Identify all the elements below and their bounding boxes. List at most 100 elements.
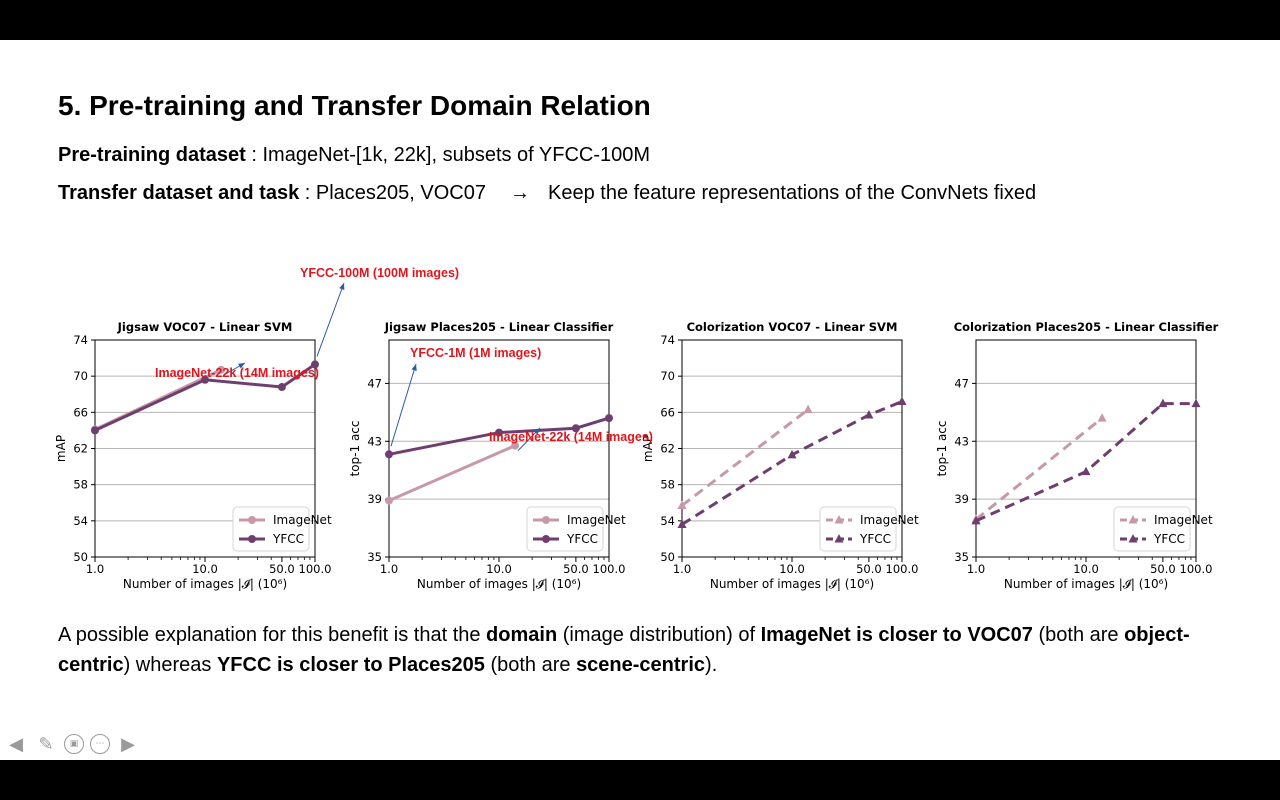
transfer-value: : Places205, VOC07 <box>299 182 486 204</box>
x-tick-label: 50.0 <box>1150 562 1176 576</box>
x-tick-label: 1.0 <box>380 562 398 576</box>
paragraph-text: (both are <box>484 654 577 676</box>
legend-marker <box>248 535 256 543</box>
data-point <box>1158 398 1168 408</box>
legend-label: YFCC <box>859 532 891 546</box>
legend-marker <box>248 516 256 524</box>
explanation-paragraph: A possible explanation for this benefit … <box>58 620 1233 680</box>
more-icon[interactable]: ⋯ <box>90 734 110 754</box>
legend-marker <box>1128 515 1138 524</box>
data-point <box>217 365 226 374</box>
paragraph-emphasis: object-centric <box>58 624 1190 676</box>
prev-arrow-icon[interactable]: ◀ <box>9 734 23 754</box>
y-axis-label: top-1 acc <box>348 421 362 477</box>
y-tick-label: 50 <box>660 550 675 564</box>
y-tick-label: 43 <box>954 434 969 448</box>
x-tick-label: 100.0 <box>299 562 332 576</box>
data-point <box>311 360 319 369</box>
data-point <box>511 441 520 450</box>
series-yfcc <box>677 396 907 528</box>
data-point <box>1191 398 1201 408</box>
x-tick-label: 10.0 <box>779 562 805 576</box>
pretrain-label: Pre-training dataset <box>58 144 246 166</box>
chart-title: Jigsaw VOC07 - Linear SVM <box>117 320 293 334</box>
y-tick-label: 62 <box>73 442 88 456</box>
x-tick-label: 1.0 <box>967 562 985 576</box>
y-tick-label: 35 <box>367 550 382 564</box>
y-tick-label: 74 <box>73 333 88 347</box>
data-point <box>571 424 580 433</box>
y-axis-label: top-1 acc <box>935 421 949 477</box>
legend-marker <box>542 516 550 524</box>
x-tick-label: 10.0 <box>192 562 218 576</box>
y-tick-label: 47 <box>954 376 969 390</box>
y-tick-label: 50 <box>73 550 88 564</box>
series-line <box>681 408 809 507</box>
data-point <box>787 449 797 459</box>
legend-label: YFCC <box>272 532 304 546</box>
legend-marker <box>834 515 844 524</box>
x-tick-label: 100.0 <box>593 562 626 576</box>
series-line <box>388 444 516 502</box>
data-point <box>605 414 613 423</box>
chart-colorization-places205: Colorization Places205 - Linear Classifi… <box>935 320 1219 591</box>
pretrain-line: Pre-training dataset : ImageNet-[1k, 22k… <box>58 144 650 167</box>
y-tick-label: 66 <box>660 405 675 419</box>
legend-label: ImageNet <box>567 513 626 527</box>
series-line <box>975 402 1196 523</box>
x-axis-label: Number of images |𝓘| (10⁶) <box>123 577 287 591</box>
legend-label: ImageNet <box>273 513 332 527</box>
legend-marker <box>834 534 844 543</box>
x-tick-label: 50.0 <box>563 562 589 576</box>
y-tick-label: 74 <box>660 333 675 347</box>
data-point <box>1097 413 1107 422</box>
x-tick-label: 100.0 <box>886 562 919 576</box>
paragraph-emphasis: ImageNet is closer to VOC07 <box>760 624 1033 646</box>
plot-frame <box>681 339 903 558</box>
legend-marker <box>1128 534 1138 543</box>
chart-title: Colorization Places205 - Linear Classifi… <box>954 320 1219 334</box>
y-tick-label: 70 <box>73 369 88 383</box>
x-tick-label: 50.0 <box>269 562 295 576</box>
y-tick-label: 39 <box>954 492 969 506</box>
series-imagenet <box>385 441 520 505</box>
transfer-line: Transfer dataset and task : Places205, V… <box>58 182 1036 205</box>
y-tick-label: 58 <box>660 478 675 492</box>
data-point <box>495 428 503 437</box>
legend-label: YFCC <box>566 532 598 546</box>
data-point <box>1081 466 1091 476</box>
data-point <box>385 450 393 459</box>
x-tick-label: 100.0 <box>1180 562 1213 576</box>
plot-frame <box>388 339 610 558</box>
data-point <box>971 515 981 525</box>
pen-icon[interactable]: ✎ <box>38 734 54 754</box>
x-tick-label: 10.0 <box>1073 562 1099 576</box>
next-arrow-icon[interactable]: ▶ <box>121 734 135 754</box>
y-tick-label: 66 <box>73 405 88 419</box>
chart-title: Jigsaw Places205 - Linear Classifier <box>384 320 614 334</box>
legend-label: ImageNet <box>860 513 919 527</box>
x-tick-label: 1.0 <box>673 562 691 576</box>
y-tick-label: 43 <box>367 434 382 448</box>
slide-view-icon[interactable]: ▣ <box>64 734 84 754</box>
data-point <box>277 383 286 392</box>
legend-label: YFCC <box>1153 532 1185 546</box>
data-point <box>677 500 687 509</box>
chart-jigsaw-places205: Jigsaw Places205 - Linear Classifier 35 39… <box>348 320 626 591</box>
series-line <box>94 363 316 432</box>
transfer-note: Keep the feature representations of the … <box>548 182 1037 204</box>
paragraph-emphasis: scene-centric <box>576 654 706 676</box>
right-arrow-icon: → <box>510 182 530 204</box>
x-tick-label: 1.0 <box>86 562 104 576</box>
series-imagenet <box>677 404 813 509</box>
x-axis-label: Number of images |𝓘| (10⁶) <box>710 577 874 591</box>
y-tick-label: 54 <box>660 514 675 528</box>
chart-title: Colorization VOC07 - Linear SVM <box>687 320 898 334</box>
series-line <box>681 400 903 526</box>
y-tick-label: 35 <box>954 550 969 564</box>
y-tick-label: 54 <box>73 514 88 528</box>
slide: 5. Pre-training and Transfer Domain Rela… <box>0 40 1280 760</box>
chart-colorization-voc07: Colorization VOC07 - Linear SVM 50 54 58 62 6… <box>641 320 919 591</box>
paragraph-emphasis: YFCC is closer to Places205 <box>216 654 485 676</box>
paragraph-text: (image distribution) of <box>557 624 761 646</box>
